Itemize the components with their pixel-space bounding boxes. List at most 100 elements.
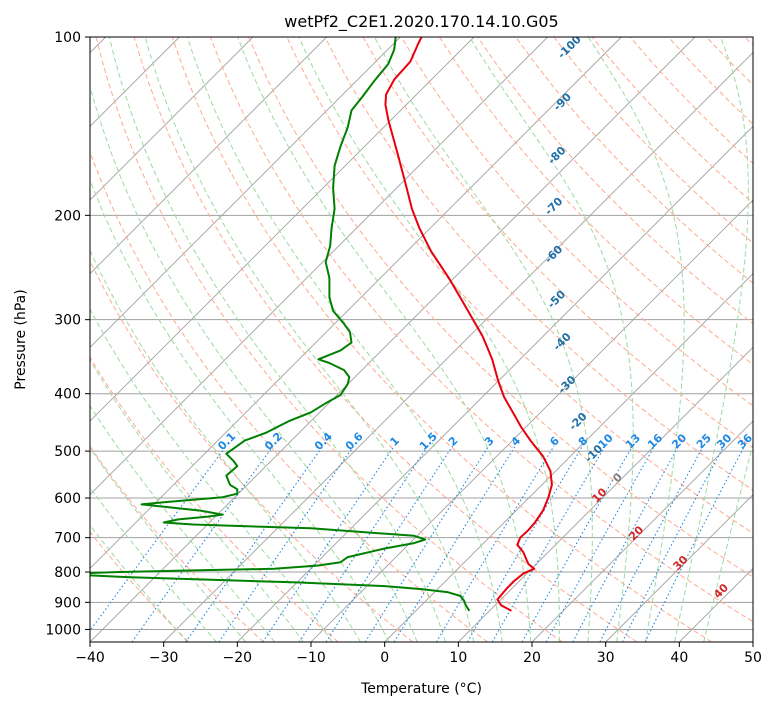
isotherm-line [237, 125, 753, 642]
mixing-ratio-label: 2 [446, 434, 461, 449]
mixing-ratio-label: 20 [669, 431, 689, 451]
y-tick-label: 500 [54, 444, 81, 460]
x-tick-label: 0 [380, 650, 389, 666]
dry-adiabat-line [248, 37, 753, 578]
dry-adiabat-line [515, 37, 753, 284]
dewpoint-line [90, 37, 471, 612]
mixing-ratio-label: 0.1 [215, 430, 238, 453]
moist-adiabat-line [703, 441, 753, 642]
dry-adiabat-line [400, 37, 753, 407]
mixing-ratio-line [572, 445, 680, 642]
y-tick-label: 200 [54, 208, 81, 224]
y-tick-label: 400 [54, 387, 81, 403]
moist-adiabat-line [108, 37, 446, 642]
moist-adiabat-label: 10 [589, 485, 609, 505]
mixing-ratio-label: 0.6 [343, 430, 366, 453]
plot-area: 0.1 0.2 0.4 0.6 1 1.5 2 3 4 6 8 10 13 16 20 25 30 36-100-… [90, 37, 755, 642]
reference-line-labels: 0.1 0.2 0.4 0.6 1 1.5 2 3 4 6 8 10 13 16 20 25 30 36-100-… [215, 37, 755, 601]
x-tick-label: −10 [296, 650, 326, 666]
mixing-ratio-label: 8 [576, 434, 591, 449]
mixing-ratio-line [545, 445, 656, 642]
mixing-ratio-label: 36 [735, 431, 755, 451]
x-tick-label: −20 [223, 650, 253, 666]
dry-adiabat-label: -20 [566, 410, 589, 433]
y-tick-label: 900 [54, 595, 81, 611]
mixing-ratio-label: 16 [645, 431, 665, 451]
dry-adiabat-line [210, 37, 753, 623]
moist-adiabat-line [469, 37, 634, 642]
y-tick-label: 300 [54, 313, 81, 329]
moist-adiabat-line [90, 486, 217, 642]
moist-adiabat-line [374, 37, 593, 642]
isotherm-line [752, 641, 753, 642]
mixing-ratio-line [262, 445, 395, 642]
mixing-ratio-line [621, 445, 725, 642]
mixing-ratio-lines [90, 445, 746, 642]
sounding-series [90, 37, 553, 612]
moist-adiabat-line [587, 37, 685, 642]
dry-adiabat-line [90, 531, 190, 642]
mixing-ratio-label: 13 [623, 431, 643, 451]
y-tick-label: 600 [54, 491, 81, 507]
dry-adiabat-lines [90, 37, 753, 642]
dry-adiabat-line [90, 445, 264, 642]
isotherm-line [90, 37, 622, 569]
dry-adiabat-line [95, 37, 563, 642]
dry-adiabat-line [438, 37, 753, 366]
mixing-ratio-label: 6 [547, 434, 562, 449]
moist-adiabat-line [90, 308, 333, 642]
mixing-ratio-label: 25 [694, 431, 714, 451]
mixing-ratio-line [644, 445, 746, 642]
dry-adiabat-label: -30 [555, 373, 578, 396]
dry-adiabat-line [90, 259, 414, 642]
isotherm-lines [90, 37, 753, 642]
x-axis-label: Temperature (°C) [360, 681, 482, 697]
x-tick-label: 40 [670, 650, 688, 666]
moist-adiabat-line [90, 447, 247, 642]
mixing-ratio-line [298, 445, 429, 642]
moist-adiabat-line [90, 249, 362, 642]
mixing-ratio-line [185, 445, 324, 642]
isotherm-line [90, 37, 548, 496]
dry-adiabat-label: -50 [545, 288, 568, 311]
mixing-ratio-line [435, 445, 555, 642]
isotherm-line [90, 37, 696, 642]
x-tick-label: −30 [149, 650, 179, 666]
dry-adiabat-line [90, 356, 339, 642]
isotherm-line [384, 273, 753, 642]
y-tick-label: 1000 [45, 622, 81, 638]
mixing-ratio-line [521, 445, 633, 642]
temperature-line [384, 37, 553, 612]
dry-adiabat-line [324, 37, 753, 491]
mixing-ratio-line [131, 445, 274, 642]
y-tick-label: 800 [54, 565, 81, 581]
dry-adiabat-line [553, 37, 753, 244]
y-tick-label: 100 [54, 30, 81, 46]
moist-adiabat-line [90, 84, 418, 642]
dry-adiabat-label: -80 [545, 144, 568, 167]
x-tick-label: 10 [449, 650, 467, 666]
mixing-ratio-line [90, 445, 227, 632]
dry-adiabat-line [90, 150, 488, 642]
x-tick-label: 50 [744, 650, 762, 666]
mixing-ratio-label: 3 [482, 434, 497, 449]
isotherm-line [163, 52, 753, 642]
mixing-ratio-line [218, 445, 355, 642]
mixing-ratio-label: 0.4 [312, 430, 335, 453]
isotherm-line [90, 37, 327, 275]
y-axis-ticks: 100 200 300 400 500 600 700 800 900 1000 [45, 30, 90, 638]
mixing-ratio-line [364, 445, 490, 642]
chart-title: wetPf2_C2E1.2020.170.14.10.G05 [284, 12, 558, 32]
dry-adiabat-line [744, 37, 753, 47]
x-tick-label: −40 [75, 650, 105, 666]
isotherm-line [90, 37, 254, 201]
isotherm-line [90, 37, 401, 348]
x-tick-label: 30 [597, 650, 615, 666]
dry-adiabat-line [133, 37, 638, 642]
plot-frame [89, 36, 754, 643]
isotherm-line [90, 37, 475, 422]
moist-adiabat-label: 40 [711, 581, 731, 601]
moist-adiabat-lines [90, 37, 753, 642]
moist-adiabat-line [90, 358, 304, 642]
